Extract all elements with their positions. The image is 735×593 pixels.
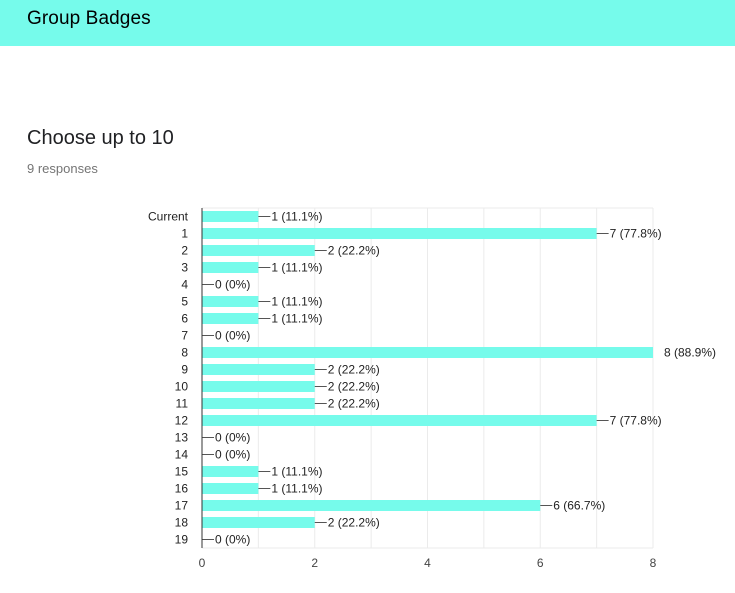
category-label: 4 — [181, 278, 188, 292]
category-label: 3 — [181, 261, 188, 275]
category-label: 11 — [176, 397, 189, 411]
category-label: 9 — [181, 363, 188, 377]
data-label: 0 (0%) — [215, 431, 250, 445]
bar — [202, 228, 597, 239]
data-label: 6 (66.7%) — [553, 499, 605, 513]
x-tick-label: 6 — [537, 556, 544, 570]
category-label: 5 — [181, 295, 188, 309]
category-label: 17 — [175, 499, 189, 513]
category-label: 16 — [175, 482, 189, 496]
category-label: 12 — [175, 414, 189, 428]
category-label: 10 — [175, 380, 189, 394]
data-label: 7 (77.8%) — [610, 414, 662, 428]
bar — [202, 313, 259, 324]
form-title: Group Badges — [27, 8, 151, 29]
category-label: 18 — [175, 516, 189, 530]
data-label: 2 (22.2%) — [328, 516, 380, 530]
bar — [202, 415, 597, 426]
category-label: 15 — [175, 465, 189, 479]
data-label: 0 (0%) — [215, 448, 250, 462]
bar — [202, 483, 259, 494]
data-label: 2 (22.2%) — [328, 244, 380, 258]
data-label: 1 (11.1%) — [271, 465, 322, 479]
data-label: 0 (0%) — [215, 278, 250, 292]
bar — [202, 211, 259, 222]
x-tick-label: 4 — [424, 556, 431, 570]
data-label: 2 (22.2%) — [328, 380, 380, 394]
data-label: 2 (22.2%) — [328, 363, 380, 377]
bar — [202, 262, 259, 273]
category-label: 1 — [181, 227, 188, 241]
bar — [202, 347, 653, 358]
bar — [202, 517, 315, 528]
x-tick-label: 8 — [650, 556, 657, 570]
data-label: 1 (11.1%) — [271, 482, 322, 496]
data-label: 1 (11.1%) — [271, 295, 322, 309]
data-label: 1 (11.1%) — [271, 261, 322, 275]
data-label: 8 (88.9%) — [664, 346, 716, 360]
category-label: 6 — [181, 312, 188, 326]
category-label: 8 — [181, 346, 188, 360]
bar — [202, 296, 259, 307]
form-header: Group Badges — [0, 0, 735, 46]
category-label: 13 — [175, 431, 189, 445]
data-label: 7 (77.8%) — [610, 227, 662, 241]
x-tick-label: 0 — [199, 556, 206, 570]
question-title: Choose up to 10 — [27, 127, 174, 149]
bar — [202, 364, 315, 375]
response-count: 9 responses — [27, 161, 98, 176]
category-label: 2 — [181, 244, 188, 258]
bar — [202, 245, 315, 256]
category-label: 19 — [175, 533, 189, 547]
category-label: 14 — [175, 448, 189, 462]
bar — [202, 500, 541, 511]
data-label: 1 (11.1%) — [271, 312, 322, 326]
category-label: Current — [148, 210, 189, 224]
data-label: 2 (22.2%) — [328, 397, 380, 411]
data-label: 1 (11.1%) — [271, 210, 322, 224]
bar — [202, 381, 315, 392]
bar — [202, 398, 315, 409]
x-tick-label: 2 — [311, 556, 318, 570]
bar — [202, 466, 259, 477]
data-label: 0 (0%) — [215, 329, 250, 343]
category-label: 7 — [181, 329, 188, 343]
data-label: 0 (0%) — [215, 533, 250, 547]
